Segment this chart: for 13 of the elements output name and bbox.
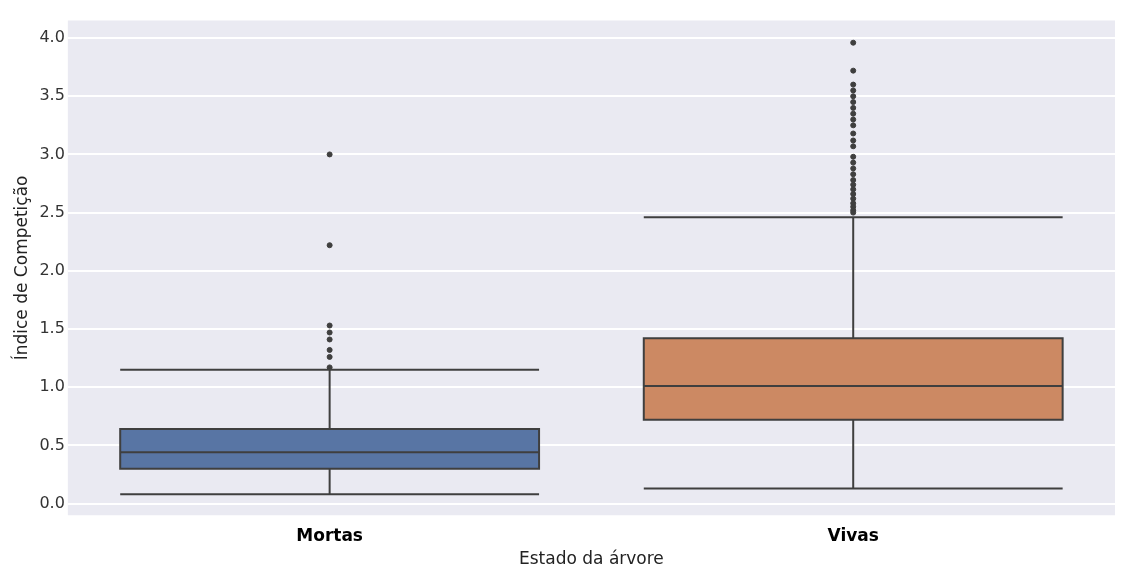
y-tick-label: 4.0 [39,27,65,47]
y-tick-label: 0.0 [39,492,65,512]
y-tick-label: 1.0 [39,376,65,396]
x-axis-title: Estado da árvore [519,548,664,569]
y-tick-label: 2.0 [39,259,65,279]
y-tick-label: 3.0 [39,143,65,163]
x-tick-label: Mortas [296,524,363,545]
y-tick-label: 2.5 [39,201,65,221]
y-tick-label: 3.5 [39,85,65,105]
y-axis-title: Índice de Competição [9,175,31,361]
y-tick-label: 1.5 [39,318,65,338]
y-tick-label: 0.5 [39,434,65,454]
x-tick-label: Vivas [827,524,879,545]
